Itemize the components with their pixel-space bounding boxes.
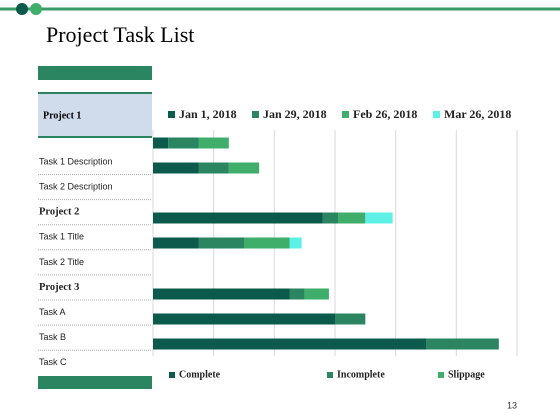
bar-segment (365, 212, 393, 224)
bar-segment (335, 313, 366, 325)
status-swatch (169, 372, 175, 378)
bar-segment (153, 162, 199, 174)
bar-segment (338, 212, 366, 224)
legend-swatch (168, 111, 175, 118)
bar-segment (168, 137, 199, 149)
legend-swatch (252, 111, 259, 118)
project-label: Project 3 (39, 282, 79, 293)
deco-bar (38, 376, 152, 389)
task-label: Task 1 Description (39, 156, 113, 166)
legend-swatch (342, 111, 349, 118)
status-label: Complete (179, 369, 221, 380)
legend-label: Mar 26, 2018 (444, 107, 511, 121)
task-label: Task B (39, 332, 66, 342)
bar-segment (153, 237, 199, 249)
bar-segment (289, 288, 305, 300)
bar-segment (198, 137, 229, 149)
status-swatch (438, 372, 444, 378)
bar-segment (322, 212, 339, 224)
bar-segment (153, 338, 426, 350)
status-swatch (327, 372, 333, 378)
header-label: Project 1 (43, 110, 81, 121)
bar-segment (153, 313, 335, 325)
bar-segment (153, 288, 290, 300)
status-label: Incomplete (337, 369, 385, 380)
bar-segment (198, 162, 229, 174)
status-label: Slippage (448, 369, 485, 380)
bar-segment (153, 212, 323, 224)
deco-bar (38, 66, 152, 80)
task-label: Task A (39, 307, 66, 317)
bar-segment (304, 288, 329, 300)
page-number: 13 (507, 400, 517, 410)
header-box (38, 93, 152, 137)
bar-segment (426, 338, 499, 350)
task-label: Task 2 Description (39, 181, 113, 191)
legend-label: Jan 29, 2018 (263, 107, 327, 121)
bar-segment (153, 137, 169, 149)
task-label: Task 1 Title (39, 232, 84, 242)
bar-segment (198, 237, 244, 249)
top-dot (16, 3, 28, 15)
task-label: Task C (39, 357, 67, 367)
bar-segment (289, 237, 302, 249)
legend-label: Jan 1, 2018 (179, 107, 237, 121)
task-label: Task 2 Title (39, 257, 84, 267)
legend-swatch (433, 111, 440, 118)
project-label: Project 2 (39, 207, 79, 218)
top-dot (30, 3, 42, 15)
legend-label: Feb 26, 2018 (353, 107, 417, 121)
bar-segment (244, 237, 290, 249)
slide-title: Project Task List (46, 22, 194, 47)
bar-segment (228, 162, 260, 174)
